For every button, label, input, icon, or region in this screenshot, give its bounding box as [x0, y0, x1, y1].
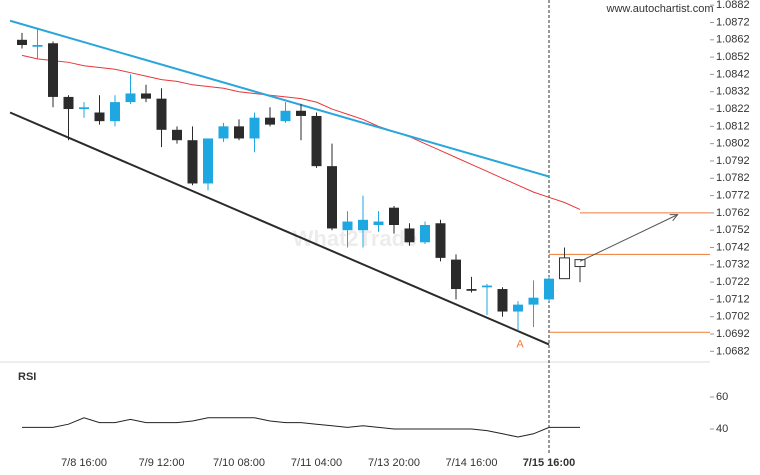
- candle-body: [234, 126, 244, 139]
- candle-body: [172, 129, 182, 141]
- y-tick-label: 1.0762: [716, 207, 750, 219]
- candle-body: [203, 138, 213, 184]
- candle-body: [48, 43, 58, 97]
- x-tick-label: 7/15 16:00: [523, 457, 576, 469]
- candle-body: [528, 297, 539, 305]
- candle-body: [482, 285, 492, 288]
- candle-body: [497, 289, 508, 312]
- candle-body: [358, 219, 368, 231]
- candle-body: [17, 39, 27, 45]
- y-tick-label: 1.0872: [716, 16, 750, 28]
- y-tick-label: 1.0842: [716, 68, 750, 80]
- y-tick-label: 1.0852: [716, 51, 750, 63]
- candle-body: [218, 126, 229, 139]
- y-tick-label: 1.0862: [716, 34, 750, 46]
- y-tick-label: 1.0702: [716, 311, 750, 323]
- forecast-arrow: [579, 214, 678, 262]
- candle-body: [63, 96, 74, 110]
- candle-body: [327, 166, 337, 229]
- y-tick-label: 1.0742: [716, 241, 750, 253]
- candle-body: [559, 257, 570, 280]
- candle-body: [513, 304, 523, 312]
- candle-body: [32, 45, 43, 47]
- watermark: What2Trade: [293, 226, 418, 251]
- candle-body: [311, 115, 322, 167]
- trend-line: [9, 19, 550, 178]
- x-tick-label: 7/11 04:00: [291, 457, 342, 469]
- y-tick-label: 1.0782: [716, 172, 750, 184]
- candle-body: [110, 102, 120, 122]
- y-tick-label: 1.0832: [716, 86, 750, 98]
- candle-body: [187, 140, 198, 184]
- candle-body: [373, 221, 384, 225]
- y-tick-label: 1.0722: [716, 276, 750, 288]
- y-tick-label: 1.0792: [716, 155, 750, 167]
- source: www.autochartist.com: [606, 3, 714, 15]
- candle-body: [435, 223, 446, 258]
- y-tick-label: 1.0822: [716, 103, 750, 115]
- candle-body: [280, 110, 291, 122]
- candle-body: [451, 259, 461, 290]
- candle-body: [265, 117, 275, 125]
- y-tick-label: 1.0682: [716, 345, 750, 357]
- candle-body: [141, 93, 151, 99]
- candle-body: [466, 289, 477, 291]
- rsi-line: [22, 417, 580, 438]
- x-tick-label: 7/9 12:00: [139, 457, 185, 469]
- candle-body: [94, 112, 105, 122]
- trend-line: [9, 111, 550, 346]
- candle-body: [544, 278, 554, 300]
- arrow-head: [669, 214, 679, 222]
- y-tick-label: 1.0812: [716, 120, 750, 132]
- moving-average: [21, 54, 581, 210]
- y-tick-label: 1.0772: [716, 189, 750, 201]
- candle-body: [249, 117, 260, 139]
- x-tick-label: 7/14 16:00: [446, 457, 498, 469]
- candle-body: [79, 107, 89, 110]
- candle-body: [420, 225, 430, 243]
- x-tick-label: 7/8 16:00: [61, 457, 107, 469]
- candle-body: [156, 98, 167, 130]
- y-tick-label: 1.0692: [716, 328, 750, 340]
- candle-body: [125, 93, 136, 103]
- pattern-label: A: [516, 338, 524, 350]
- rsi-title: RSI: [18, 371, 36, 383]
- x-tick-label: 7/10 08:00: [213, 457, 265, 469]
- candle-body: [296, 110, 306, 116]
- x-tick-label: 7/13 20:00: [368, 457, 420, 469]
- rsi-tick-label: 60: [716, 391, 728, 403]
- y-tick-label: 1.0752: [716, 224, 750, 236]
- candle-body: [574, 259, 586, 268]
- y-tick-label: 1.0882: [716, 0, 750, 11]
- rsi-tick-label: 40: [716, 423, 728, 435]
- y-tick-label: 1.0732: [716, 259, 750, 271]
- candle-body: [404, 228, 415, 243]
- candle-body: [342, 221, 353, 231]
- y-tick-label: 1.0712: [716, 293, 750, 305]
- candle-body: [389, 207, 399, 225]
- y-tick-label: 1.0802: [716, 138, 750, 150]
